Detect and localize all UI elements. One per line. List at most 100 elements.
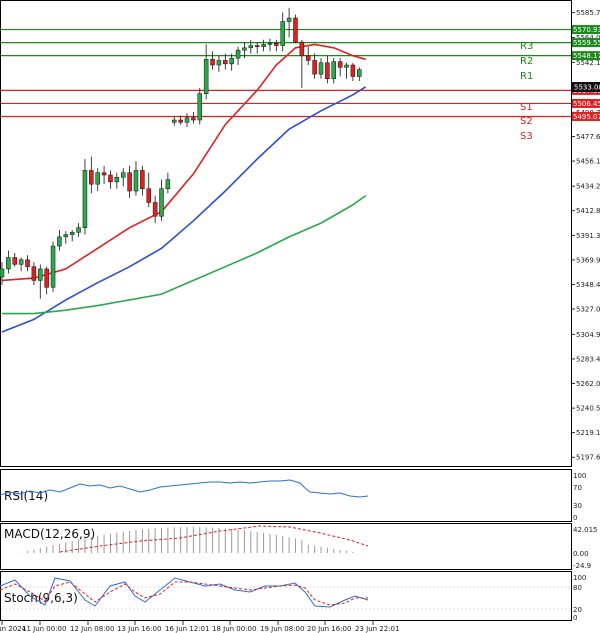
candle [242, 42, 247, 59]
level-box-r2 [572, 38, 600, 48]
stoch-tick-100: 100 [573, 574, 586, 582]
candle [274, 39, 279, 52]
time-tick-label: 20 Jun 16:00 [307, 625, 351, 633]
level-value-r1: 5548.17 [573, 52, 600, 60]
stoch-tick-0: 0 [573, 614, 577, 622]
candle [0, 262, 5, 285]
stoch-signal [0, 581, 368, 606]
candle [172, 116, 177, 126]
macd-histogram [20, 527, 354, 553]
candle [38, 264, 43, 299]
time-tick-label: 19 Jun 08:00 [260, 625, 304, 633]
candle [350, 62, 356, 82]
price-tick-label: 5542.15 [576, 59, 600, 67]
candle [305, 46, 311, 66]
level-box-r3 [572, 25, 600, 35]
candle [280, 12, 285, 52]
candle [318, 58, 324, 79]
candle [146, 172, 151, 208]
level-name-r2: R2 [520, 56, 533, 67]
macd-tick-high: 42.015 [573, 526, 598, 534]
candle [267, 38, 273, 52]
price-tick-label: 5585.70 [576, 9, 600, 17]
price-tick-label: 5240.55 [576, 405, 600, 413]
time-tick-label: 10 Jun 2024 [0, 625, 27, 633]
price-tick-label: 5304.90 [576, 331, 600, 339]
time-tick-label: 16 Jun 12:01 [165, 625, 209, 633]
level-box-s3 [572, 111, 600, 121]
rsi-label: RSI(14) [4, 489, 48, 503]
moving-average-1 [1, 86, 367, 333]
candle [95, 168, 100, 192]
candle [18, 257, 24, 272]
rsi-line [0, 479, 369, 498]
candle [229, 53, 234, 71]
level-value-r3: 5570.93 [573, 26, 600, 34]
rsi-tick-30: 30 [573, 502, 582, 510]
rsi-pane [0, 469, 572, 522]
price-tick-label: 5262.00 [576, 380, 600, 388]
candle [76, 223, 81, 237]
price-tick-label: 5412.80 [576, 207, 600, 215]
candle [165, 172, 171, 194]
level-name-r3: R3 [520, 41, 533, 52]
macd-tick-low: -24.9 [573, 562, 591, 570]
candle [63, 231, 69, 244]
price-axis: 5585.705564.015542.155520.465498.755477.… [571, 9, 600, 462]
macd-tick-zero: 0.00 [573, 550, 589, 558]
candle [337, 58, 343, 77]
candle [31, 262, 37, 285]
candle [178, 115, 183, 125]
candles [0, 7, 362, 299]
time-tick-label: 23 Jun 22:01 [355, 625, 399, 633]
stoch-tick-80: 80 [573, 584, 582, 592]
price-tick-label: 5456.15 [576, 158, 600, 166]
candle [286, 7, 292, 38]
moving-averages [1, 43, 367, 333]
candle [203, 44, 209, 100]
candle [12, 252, 18, 267]
candle [108, 170, 113, 189]
candle [325, 55, 330, 84]
candle [216, 55, 222, 72]
candle [57, 229, 62, 251]
time-tick-label: 12 Jun 08:00 [70, 625, 114, 633]
level-name-r1: R1 [520, 71, 533, 82]
level-name-s1: S1 [520, 102, 533, 113]
level-box-s2 [572, 98, 600, 108]
price-tick-label: 5477.60 [576, 133, 600, 141]
candle [120, 168, 126, 187]
candle [210, 51, 215, 70]
candle [89, 156, 94, 194]
level-name-s2: S2 [520, 116, 533, 127]
candle [101, 165, 107, 185]
level-name-s3: S3 [520, 131, 533, 142]
time-tick-label: 18 Jun 00:00 [212, 625, 256, 633]
moving-average-0 [1, 43, 366, 282]
price-tick-label: 5564.01 [576, 34, 600, 42]
rsi-tick-70: 70 [573, 484, 582, 492]
stoch-pane [0, 571, 572, 621]
rsi-tick-0: 0 [573, 514, 577, 522]
price-tick-label: 5369.90 [576, 256, 600, 264]
time-tick-label: 11 Jun 00:00 [22, 625, 66, 633]
candle [44, 266, 49, 295]
candle [191, 111, 196, 124]
time-tick-label: 13 Jun 16:00 [117, 625, 161, 633]
level-value-s3: 5495.07 [573, 113, 600, 121]
price-tick-label: 5219.10 [576, 429, 600, 437]
candle [114, 172, 120, 189]
price-tick-label: 5391.35 [576, 232, 600, 240]
price-tick-label: 5327.00 [576, 306, 600, 314]
candle [235, 46, 241, 66]
candle [159, 179, 164, 221]
price-tick-label: 5434.25 [576, 183, 600, 191]
macd-signal [59, 525, 369, 553]
candle [293, 14, 298, 44]
level-value-r2: 5559.55 [573, 39, 600, 47]
candle [248, 39, 254, 54]
level-value-s2: 5506.45 [573, 100, 600, 108]
moving-average-2 [2, 194, 367, 315]
candle [69, 229, 75, 242]
candle [133, 161, 139, 196]
